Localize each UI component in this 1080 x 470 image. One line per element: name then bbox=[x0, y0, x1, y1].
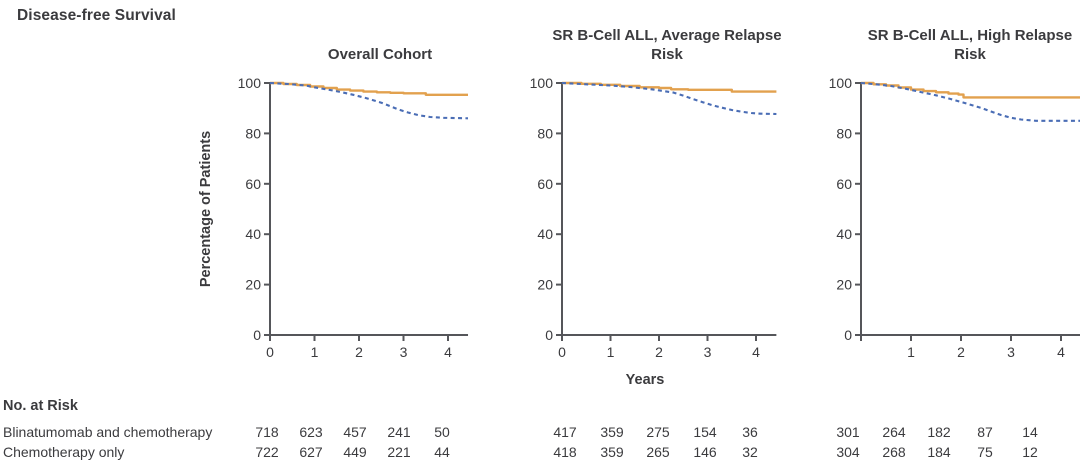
risk-count: 275 bbox=[646, 424, 670, 440]
risk-count: 418 bbox=[553, 444, 577, 460]
panel-title-overall-cohort: Overall Cohort bbox=[327, 46, 433, 63]
risk-row-label-blinatumomab: Blinatumomab and chemotherapy bbox=[3, 424, 213, 440]
km-chart-high-relapse-risk: 0 20 40 60 80 100 1 2 3 4 bbox=[829, 75, 1080, 360]
y-axis-tick-label: 100 bbox=[530, 75, 554, 91]
axis-spines bbox=[860, 83, 1080, 336]
y-axis-tick-label: 40 bbox=[245, 226, 261, 242]
risk-count: 32 bbox=[742, 444, 758, 460]
x-axis-tick-label: 4 bbox=[752, 344, 760, 360]
blinatumomab-curve bbox=[270, 81, 468, 96]
y-axis-tick-label: 20 bbox=[537, 277, 553, 293]
y-axis-tick-label: 60 bbox=[537, 176, 553, 192]
y-axis-title: Percentage of Patients bbox=[198, 130, 214, 288]
risk-count: 154 bbox=[693, 424, 717, 440]
risk-count: 449 bbox=[343, 444, 367, 460]
risk-count: 184 bbox=[927, 444, 951, 460]
y-axis-tick-label: 20 bbox=[836, 277, 852, 293]
x-axis-tick-label: 1 bbox=[311, 344, 319, 360]
y-axis-tick-label: 100 bbox=[829, 75, 853, 91]
y-axis-tick-label: 40 bbox=[836, 226, 852, 242]
x-axis-tick-label: 4 bbox=[444, 344, 452, 360]
risk-count: 75 bbox=[977, 444, 993, 460]
risk-count: 12 bbox=[1022, 444, 1038, 460]
axis-spines bbox=[269, 83, 469, 336]
risk-count: 50 bbox=[434, 424, 450, 440]
y-axis-tick-label: 20 bbox=[245, 277, 261, 293]
risk-count: 417 bbox=[553, 424, 577, 440]
x-axis-tick-label: 3 bbox=[704, 344, 712, 360]
risk-count: 221 bbox=[387, 444, 411, 460]
risk-count: 301 bbox=[836, 424, 860, 440]
risk-count: 457 bbox=[343, 424, 367, 440]
risk-count: 44 bbox=[434, 444, 450, 460]
x-axis-title: Years bbox=[625, 372, 665, 388]
x-axis-tick-label: 2 bbox=[355, 344, 363, 360]
risk-count: 304 bbox=[836, 444, 860, 460]
risk-count: 623 bbox=[299, 424, 323, 440]
km-chart-overall-cohort: 0 20 40 60 80 100 0 1 2 3 4 bbox=[238, 75, 469, 360]
risk-table-heading: No. at Risk bbox=[3, 398, 78, 414]
x-axis-tick-label: 3 bbox=[1007, 344, 1015, 360]
y-axis-tick-label: 0 bbox=[253, 327, 261, 343]
risk-count: 14 bbox=[1022, 424, 1038, 440]
risk-count: 241 bbox=[387, 424, 411, 440]
x-axis-tick-label: 1 bbox=[607, 344, 615, 360]
x-axis-tick-label: 3 bbox=[400, 344, 408, 360]
chemotherapy-curve bbox=[860, 81, 1080, 122]
x-axis-tick-label: 1 bbox=[907, 344, 915, 360]
y-axis-tick-label: 60 bbox=[245, 176, 261, 192]
risk-count: 359 bbox=[600, 444, 624, 460]
y-axis-tick-label: 0 bbox=[844, 327, 852, 343]
chemotherapy-curve bbox=[561, 81, 777, 116]
y-axis-tick-label: 60 bbox=[836, 176, 852, 192]
y-axis-tick-label: 100 bbox=[238, 75, 262, 91]
risk-count: 264 bbox=[882, 424, 906, 440]
risk-row-label-chemotherapy: Chemotherapy only bbox=[3, 444, 125, 460]
axis-spines bbox=[561, 83, 777, 336]
y-axis-tick-label: 40 bbox=[537, 226, 553, 242]
x-axis-tick-label: 2 bbox=[655, 344, 663, 360]
y-axis-tick-label: 80 bbox=[245, 125, 261, 141]
risk-count: 268 bbox=[882, 444, 906, 460]
blinatumomab-curve bbox=[562, 81, 777, 93]
figure-title: Disease-free Survival bbox=[17, 7, 176, 24]
risk-count: 182 bbox=[927, 424, 951, 440]
risk-count: 36 bbox=[742, 424, 758, 440]
risk-count: 359 bbox=[600, 424, 624, 440]
x-axis-tick-label: 2 bbox=[957, 344, 965, 360]
risk-count: 722 bbox=[255, 444, 279, 460]
y-axis-tick-label: 80 bbox=[537, 125, 553, 141]
x-axis-tick-label: 0 bbox=[266, 344, 274, 360]
risk-count: 627 bbox=[299, 444, 323, 460]
risk-count: 87 bbox=[977, 424, 993, 440]
panel-title-high-relapse-risk: SR B-Cell ALL, High Relapse Risk bbox=[867, 27, 1073, 63]
x-axis-tick-label: 4 bbox=[1057, 344, 1065, 360]
risk-count: 146 bbox=[693, 444, 717, 460]
x-axis-tick-label: 0 bbox=[558, 344, 566, 360]
blinatumomab-curve bbox=[861, 81, 1080, 99]
risk-count: 718 bbox=[255, 424, 279, 440]
y-axis-tick-label: 80 bbox=[836, 125, 852, 141]
panel-title-average-relapse-risk: SR B-Cell ALL, Average Relapse Risk bbox=[552, 27, 782, 63]
risk-count: 265 bbox=[646, 444, 670, 460]
chemotherapy-curve bbox=[269, 81, 469, 120]
km-chart-average-relapse-risk: 0 20 40 60 80 100 0 1 2 3 4 bbox=[530, 75, 777, 360]
y-axis-tick-label: 0 bbox=[545, 327, 553, 343]
